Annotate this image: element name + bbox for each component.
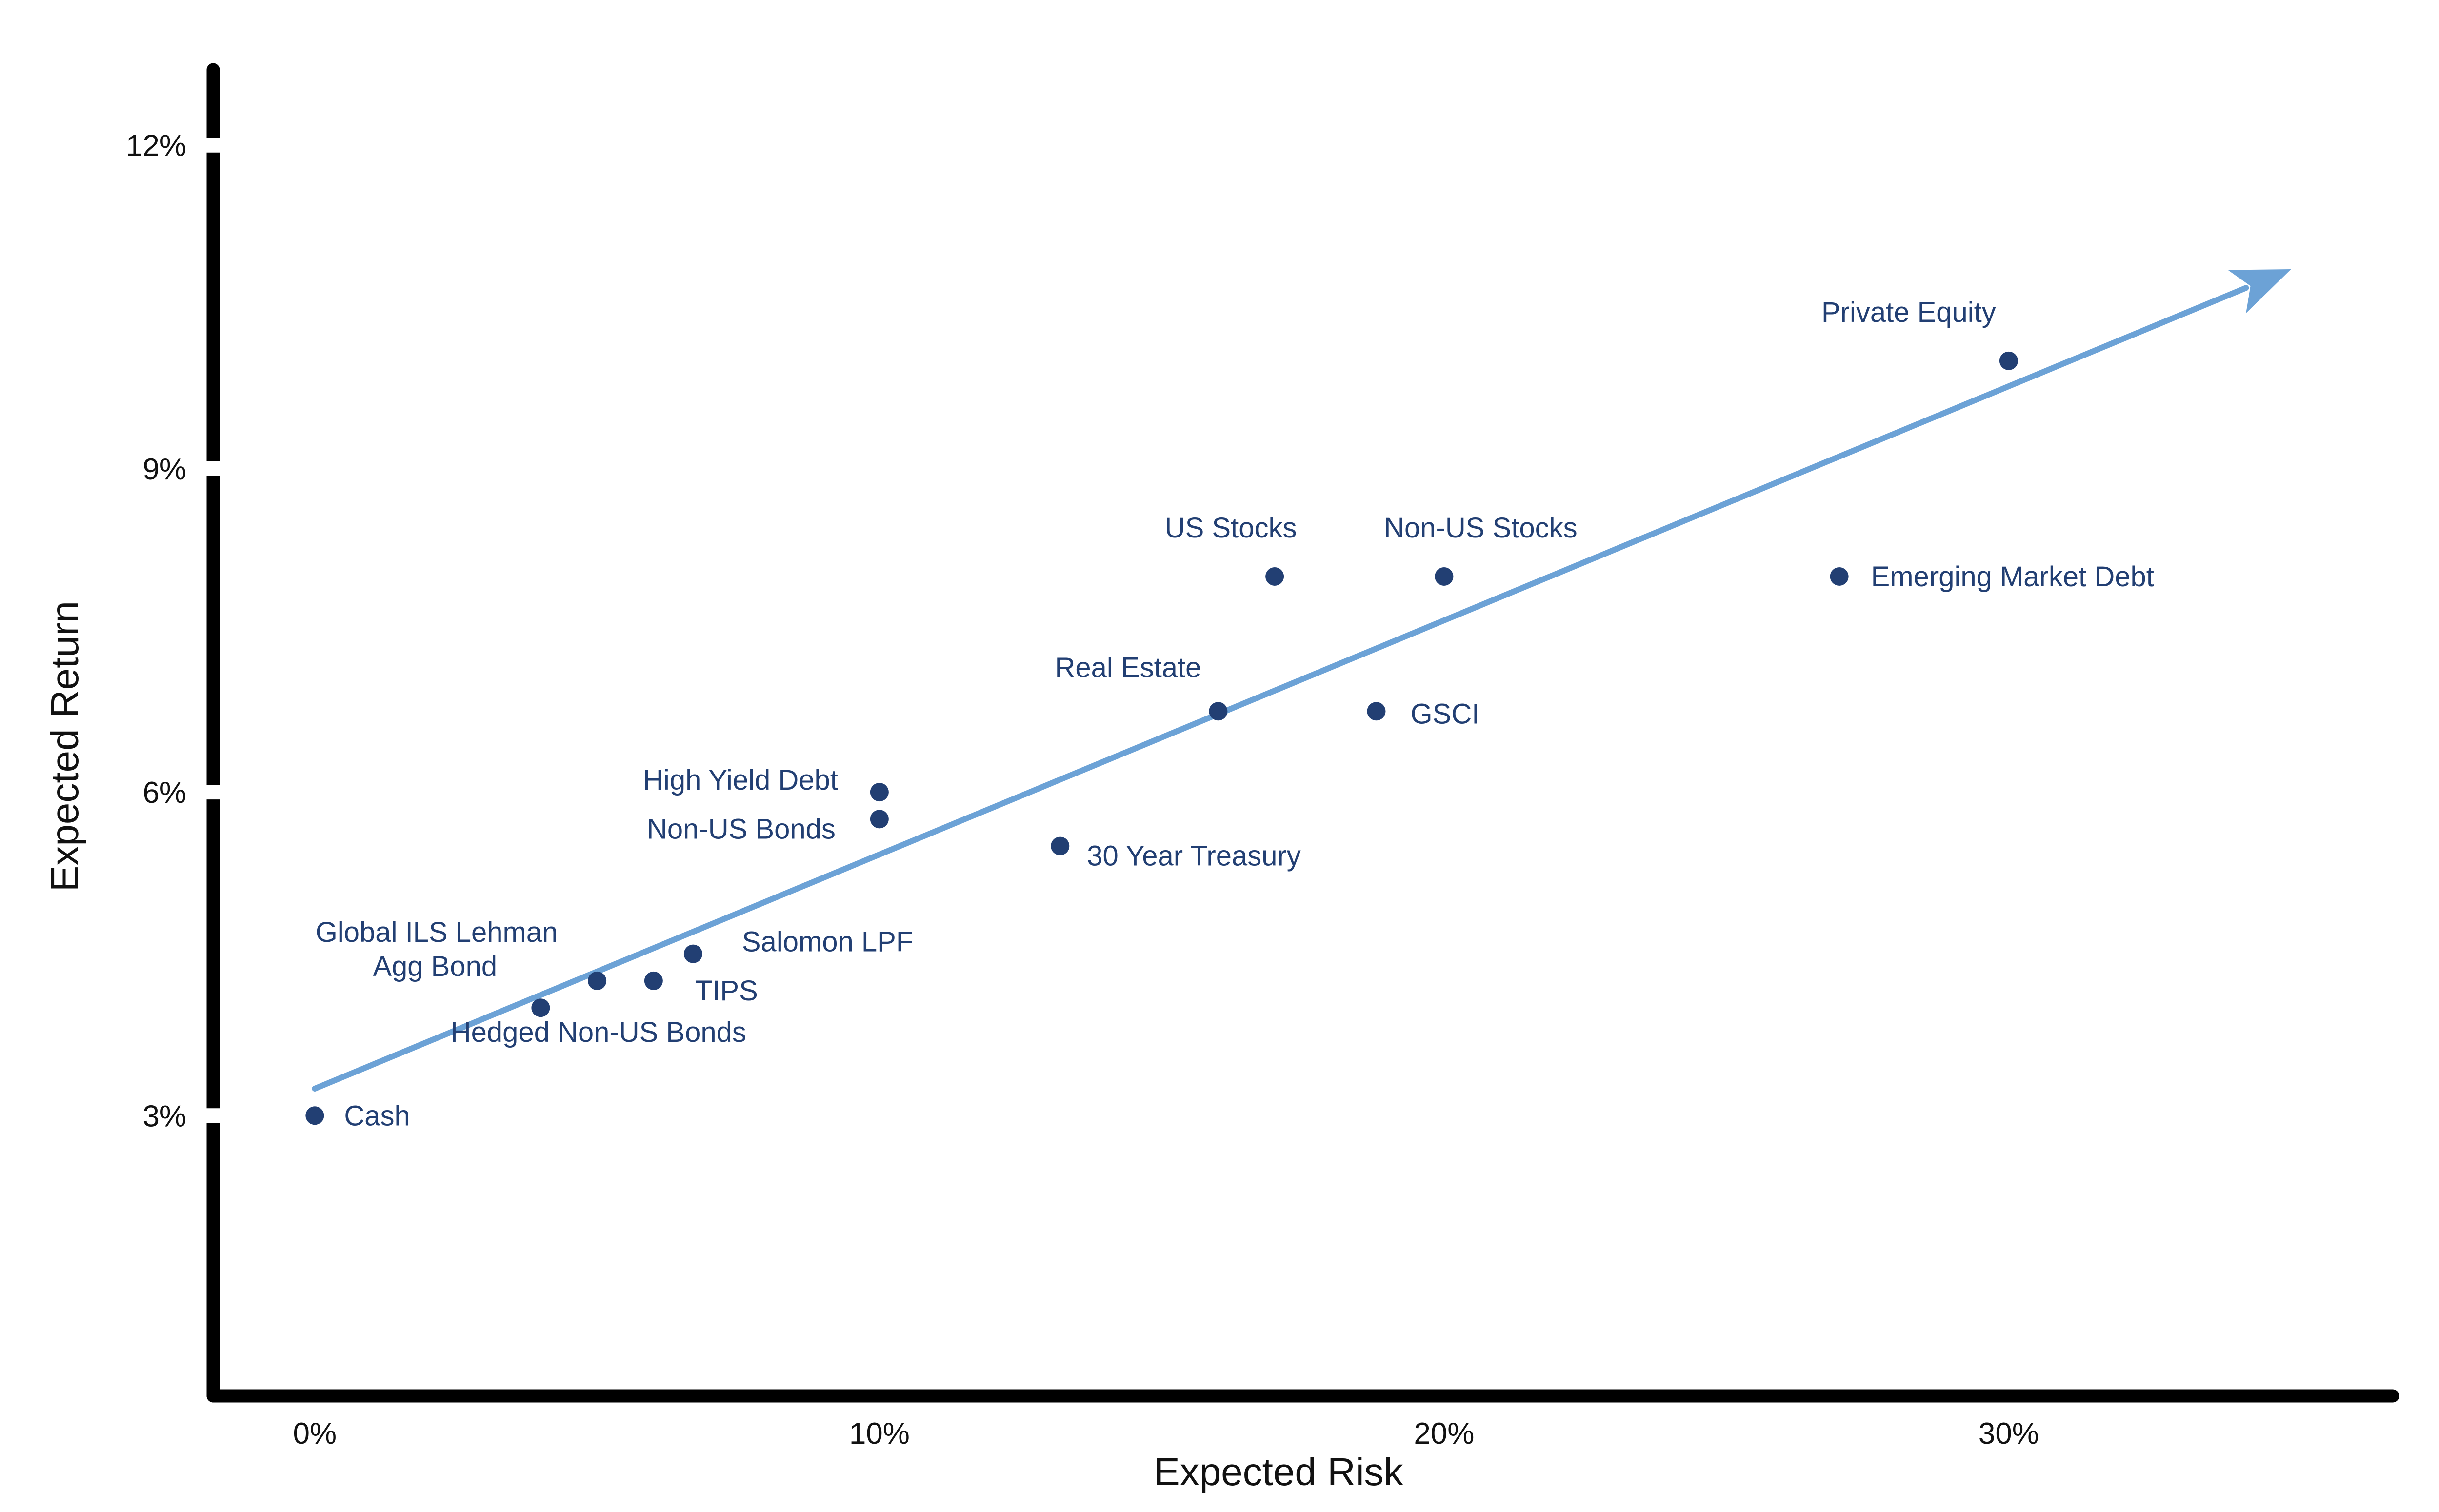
- point-label: Real Estate: [1055, 652, 1201, 683]
- chart-axes: [206, 63, 2399, 1403]
- x-tick-labels: 0% 10% 20% 30%: [293, 1417, 2039, 1451]
- trend-arrow: [312, 269, 2291, 1092]
- data-point: [1209, 702, 1228, 721]
- y-tick-label: 9%: [142, 453, 186, 486]
- y-tick-label: 3%: [142, 1099, 186, 1133]
- y-axis-title: Expected Return: [43, 601, 86, 892]
- point-label: Agg Bond: [373, 951, 497, 982]
- point-label: Hedged Non-US Bonds: [451, 1016, 746, 1048]
- data-point: [1999, 351, 2018, 370]
- data-point: [683, 944, 702, 963]
- y-tick-label: 12%: [126, 129, 186, 163]
- data-point: [1051, 836, 1070, 855]
- point-label: US Stocks: [1165, 512, 1297, 544]
- data-point: [1435, 567, 1454, 586]
- trend-arrowhead: [2228, 269, 2291, 314]
- data-point: [870, 810, 889, 829]
- x-axis-title: Expected Risk: [1154, 1450, 1403, 1493]
- data-point: [644, 971, 663, 990]
- data-point: [1265, 567, 1284, 586]
- data-point: [870, 783, 889, 802]
- point-label: GSCI: [1410, 698, 1479, 730]
- point-label: Non-US Bonds: [647, 813, 836, 845]
- point-label: Emerging Market Debt: [1871, 561, 2154, 593]
- y-tick-label: 6%: [142, 776, 186, 810]
- data-point: [1367, 702, 1386, 721]
- point-label: Cash: [344, 1100, 410, 1132]
- point-label: Private Equity: [1821, 297, 1996, 328]
- data-points: [305, 351, 2018, 1125]
- x-tick-label: 10%: [849, 1417, 910, 1451]
- x-tick-label: 20%: [1414, 1417, 1474, 1451]
- x-tick-label: 30%: [1979, 1417, 2039, 1451]
- y-tick-labels: 3% 6% 9% 12%: [126, 129, 223, 1133]
- data-point: [531, 998, 550, 1017]
- trend-line: [312, 285, 2249, 1092]
- point-label: High Yield Debt: [643, 764, 838, 796]
- point-label: 30 Year Treasury: [1087, 840, 1301, 872]
- point-label: TIPS: [695, 975, 758, 1007]
- data-point: [305, 1106, 324, 1125]
- data-point: [588, 971, 607, 990]
- point-label: Non-US Stocks: [1384, 512, 1577, 544]
- point-label: Salomon LPF: [742, 926, 913, 958]
- data-point: [1830, 567, 1849, 586]
- x-tick-label: 0%: [293, 1417, 337, 1451]
- point-label: Global ILS Lehman: [316, 916, 558, 948]
